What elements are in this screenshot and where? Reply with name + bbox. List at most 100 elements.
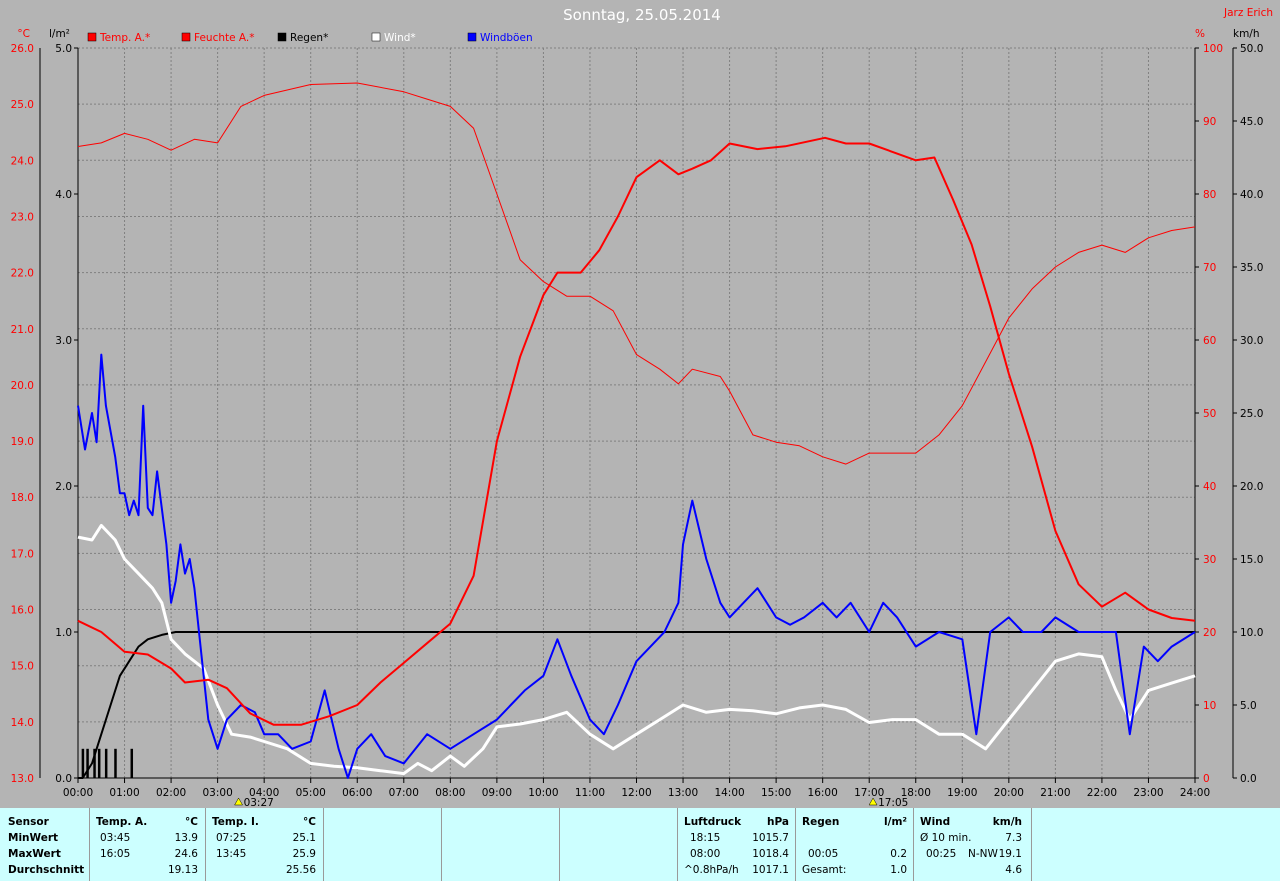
x-tick-label: 23:00: [1133, 787, 1163, 799]
panel-divider: [323, 808, 324, 881]
x-tick-label: 17:00: [854, 787, 884, 799]
temp-a-max-time: 16:05: [100, 848, 131, 860]
temp-i-min-time: 07:25: [216, 832, 247, 844]
humidity-tick-label: 40: [1203, 481, 1216, 493]
rain-bar: [86, 748, 89, 778]
legend-swatch: [467, 32, 477, 42]
legend-label: Windböen: [480, 32, 533, 44]
x-tick-label: 07:00: [389, 787, 419, 799]
legend-label: Temp. A.*: [99, 32, 150, 44]
temp-tick-label: 22.0: [11, 268, 34, 280]
sensor-row-min: MinWert: [8, 832, 59, 844]
time-markers: 03:27 17:05: [234, 797, 908, 808]
chart-series: [77, 82, 1196, 779]
temp-a-min-time: 03:45: [100, 832, 131, 844]
temp-a-avg-value: 19.13: [167, 864, 198, 876]
temp-a-max-value: 24.6: [174, 848, 198, 860]
axis-unit-wind: km/h: [1233, 28, 1260, 40]
humidity-tick-label: 0: [1203, 773, 1210, 785]
temp-a-header: Temp. A.: [96, 816, 148, 828]
x-tick-label: 05:00: [296, 787, 326, 799]
rain-tick-label: 1.0: [55, 627, 72, 639]
temp-tick-label: 20.0: [11, 380, 34, 392]
wind-max-value: 19.1: [998, 848, 1022, 860]
rain-bar: [104, 748, 108, 778]
wind-tick-label: 50.0: [1240, 43, 1263, 55]
wind-tick-label: 25.0: [1240, 408, 1263, 420]
legend-label: Wind*: [384, 32, 416, 44]
x-tick-label: 18:00: [901, 787, 931, 799]
rain-tick-label: 2.0: [55, 481, 72, 493]
wind-max-time: 00:25: [926, 848, 957, 860]
humidity-tick-label: 100: [1203, 43, 1223, 55]
rain-total-label: Gesamt:: [802, 864, 847, 876]
wind-tick-label: 20.0: [1240, 481, 1263, 493]
x-tick-label: 09:00: [482, 787, 512, 799]
temp-tick-label: 19.0: [11, 436, 34, 448]
temp-tick-label: 21.0: [11, 324, 34, 336]
x-tick-label: 15:00: [761, 787, 791, 799]
x-tick-label: 01:00: [109, 787, 139, 799]
marker-label: 03:27: [244, 797, 274, 808]
x-tick-label: 13:00: [668, 787, 698, 799]
rain-max-time: 00:05: [808, 848, 839, 860]
panel-divider: [677, 808, 678, 881]
x-tick-label: 10:00: [528, 787, 558, 799]
x-tick-label: 08:00: [435, 787, 465, 799]
humidity-tick-label: 80: [1203, 189, 1216, 201]
chart-axes: 13.0 14.0 15.0 16.0 17.0 18.0 19.0 20.0 21.0 22.0…: [11, 43, 1264, 799]
wind-avg-value: 7.3: [1005, 832, 1022, 844]
wind-header: Wind: [920, 816, 951, 828]
axis-unit-temp: °C: [17, 28, 30, 40]
panel-divider: [89, 808, 90, 881]
temp-i-min-value: 25.1: [292, 832, 316, 844]
rain-header: Regen: [802, 816, 840, 828]
legend-swatch: [87, 32, 97, 42]
humidity-tick-label: 30: [1203, 554, 1216, 566]
x-tick-label: 20:00: [994, 787, 1024, 799]
marker-icon: [868, 797, 878, 806]
pressure-min-time: 18:15: [690, 832, 721, 844]
temp-i-header: Temp. I.: [212, 816, 259, 828]
marker-icon: [234, 797, 243, 806]
series-regen: [78, 631, 1195, 779]
x-tick-label: 19:00: [947, 787, 977, 799]
wind-tick-label: 15.0: [1240, 554, 1263, 566]
series-temp-a: [77, 136, 1196, 726]
temp-i-max-value: 25.9: [292, 848, 316, 860]
temp-tick-label: 23.0: [11, 211, 34, 223]
legend-label: Regen*: [290, 32, 328, 44]
rain-tick-label: 4.0: [55, 189, 72, 201]
author-label: Jarz Erich: [1223, 7, 1273, 19]
x-tick-label: 12:00: [621, 787, 651, 799]
legend-swatch: [181, 32, 191, 42]
chart-grid: [77, 47, 1196, 779]
legend-swatch: [277, 32, 287, 42]
pressure-max-time: 08:00: [690, 848, 721, 860]
rain-tick-label: 5.0: [55, 43, 72, 55]
wind-tick-label: 5.0: [1240, 700, 1257, 712]
x-tick-label: 11:00: [575, 787, 605, 799]
wind-tick-label: 0.0: [1240, 773, 1257, 785]
x-tick-label: 22:00: [1087, 787, 1117, 799]
temp-tick-label: 15.0: [11, 661, 34, 673]
humidity-tick-label: 60: [1203, 335, 1216, 347]
axis-unit-humidity: %: [1195, 28, 1205, 40]
panel-divider: [913, 808, 914, 881]
rain-bar: [130, 748, 134, 778]
humidity-tick-label: 50: [1203, 408, 1216, 420]
chart-legend: Temp. A.* Feuchte A.* Regen* Wind* Windböen: [87, 32, 533, 44]
humidity-tick-label: 70: [1203, 262, 1216, 274]
panel-divider: [1031, 808, 1032, 881]
rain-bars: [81, 748, 134, 778]
weather-chart: Sonntag, 25.05.2014 Jarz Erich °C l/m² %…: [11, 6, 1273, 808]
marker-label: 17:05: [878, 797, 908, 808]
temp-i-max-time: 13:45: [216, 848, 247, 860]
rain-total-value: 1.0: [890, 864, 907, 876]
x-tick-label: 00:00: [63, 787, 93, 799]
sensor-row-max: MaxWert: [8, 848, 61, 860]
wind-tick-label: 10.0: [1240, 627, 1263, 639]
pressure-min-value: 1015.7: [752, 832, 789, 844]
temp-tick-label: 25.0: [11, 99, 34, 111]
sensor-row-avg: Durchschnitt: [8, 864, 85, 876]
